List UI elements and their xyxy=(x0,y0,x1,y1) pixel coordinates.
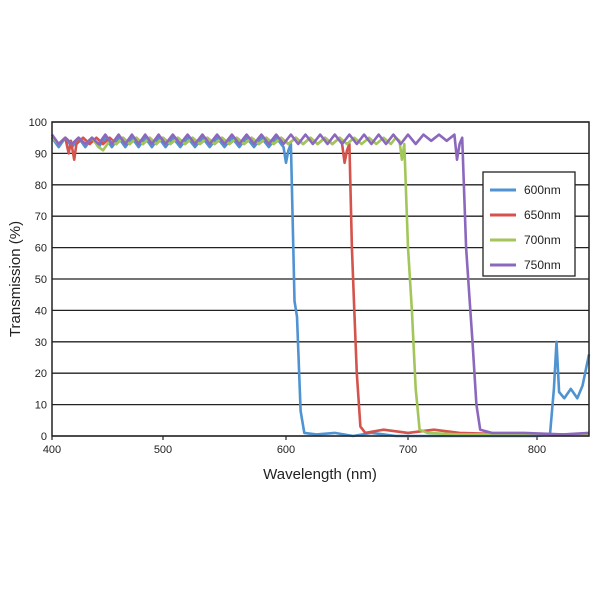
x-tick-label: 600 xyxy=(277,444,295,456)
y-tick-label: 90 xyxy=(35,148,47,160)
gridlines xyxy=(52,121,589,437)
x-tick-label: 400 xyxy=(43,444,61,456)
y-tick-label: 10 xyxy=(35,400,47,412)
y-axis-label: Transmission (%) xyxy=(7,221,24,337)
y-tick-label: 40 xyxy=(35,305,47,317)
x-tick-labels: 400 500 600 700 800 xyxy=(43,436,546,456)
legend-label: 600nm xyxy=(524,183,561,197)
y-tick-label: 30 xyxy=(35,337,47,349)
legend-label: 700nm xyxy=(524,233,561,247)
x-tick-label: 700 xyxy=(399,444,417,456)
plot-border xyxy=(51,121,590,437)
x-axis-label: Wavelength (nm) xyxy=(263,466,377,483)
y-tick-label: 100 xyxy=(29,117,47,129)
y-tick-label: 80 xyxy=(35,180,47,192)
legend-label: 750nm xyxy=(524,258,561,272)
x-tick-label: 500 xyxy=(154,444,172,456)
y-tick-label: 70 xyxy=(35,211,47,223)
x-tick-label: 800 xyxy=(528,444,546,456)
series-line-750nm xyxy=(50,133,590,436)
legend: 600nm 650nm 700nm 750nm xyxy=(482,171,576,277)
y-tick-label: 20 xyxy=(35,368,47,380)
y-tick-label: 0 xyxy=(41,431,47,443)
legend-label: 650nm xyxy=(524,208,561,222)
y-tick-label: 60 xyxy=(35,243,47,255)
y-tick-labels: 0 10 20 30 40 50 60 70 80 90 100 xyxy=(29,117,47,443)
y-tick-label: 50 xyxy=(35,274,47,286)
